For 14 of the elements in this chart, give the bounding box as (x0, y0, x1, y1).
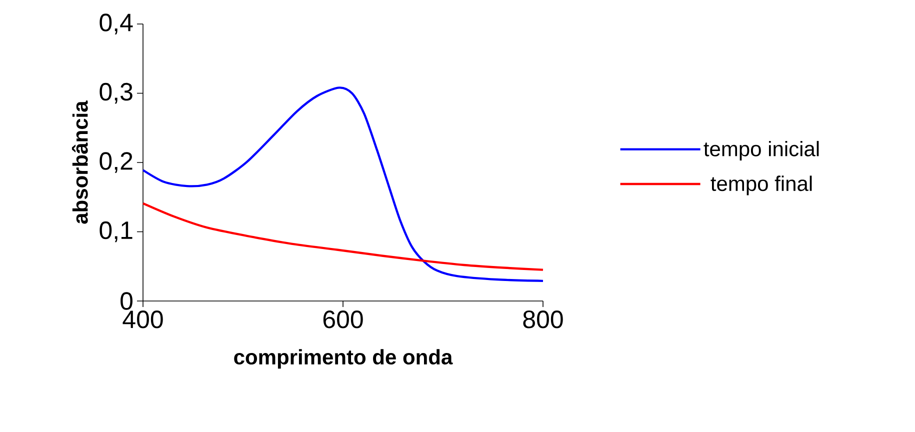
line-series (142, 86, 544, 282)
x-tick-label: 600 (323, 310, 363, 328)
y-tick-label: 0,4 (100, 14, 133, 34)
x-tick-label: 400 (122, 310, 163, 328)
line-series (142, 202, 544, 271)
legend-label: tempo final (710, 176, 812, 196)
x-tick-label: 800 (523, 310, 563, 328)
y-tick-label: 0,1 (100, 221, 132, 242)
y-tick-label: 0,3 (100, 82, 132, 104)
y-tick-label: 0,2 (100, 152, 132, 173)
y-axis-title: absorbância (72, 100, 88, 224)
y-tick-label: 0 (120, 292, 132, 310)
x-axis-title: comprimento de onda (234, 349, 453, 369)
legend-label: tempo inicial (704, 140, 819, 161)
